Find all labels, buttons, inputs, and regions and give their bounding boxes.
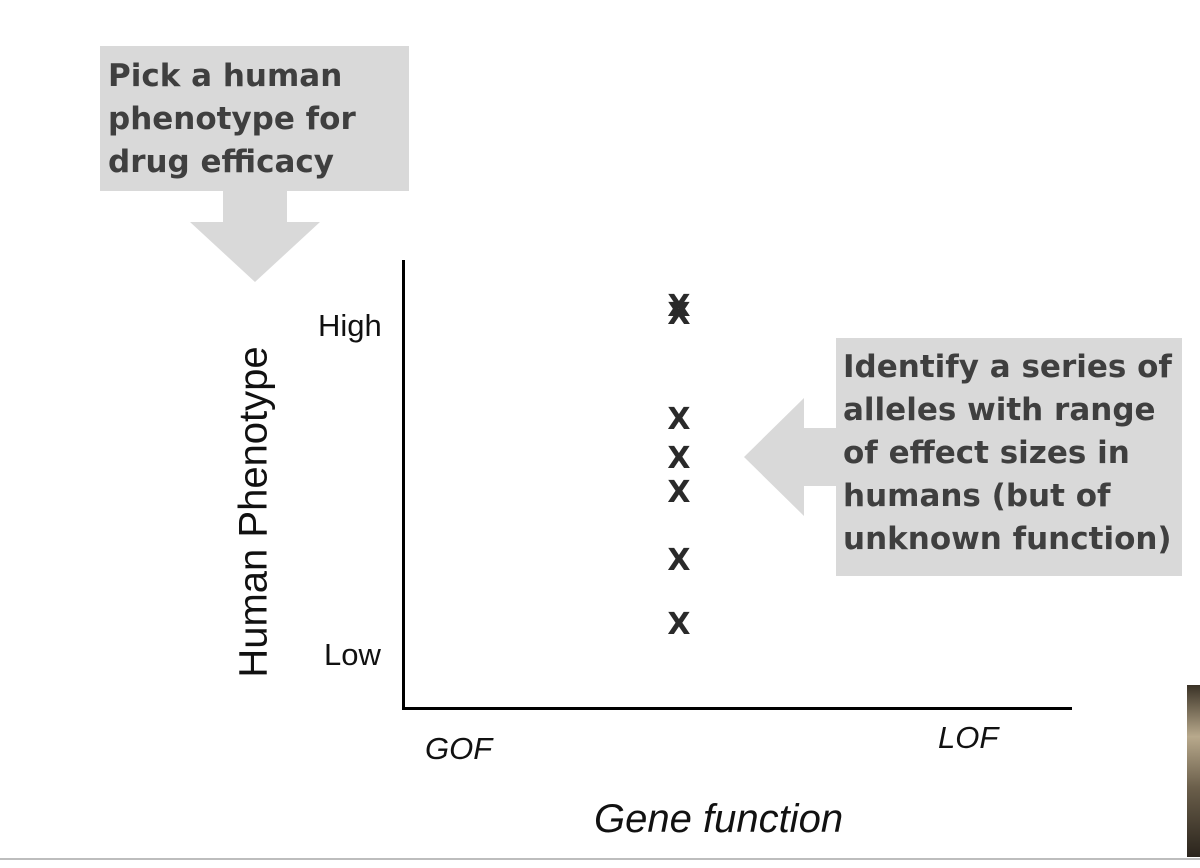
callout-text-line: Pick a human — [108, 58, 343, 94]
x-axis-title: Gene function — [594, 797, 844, 841]
bottom-divider — [0, 858, 1200, 860]
allele-marker: X — [667, 441, 691, 476]
allele-marker: X — [667, 543, 691, 578]
allele-marker: X — [667, 402, 691, 437]
y-tick-low: Low — [324, 637, 381, 672]
allele-marker: X — [667, 297, 691, 332]
callout-text-line: unknown function) — [843, 521, 1172, 557]
edge-photo-strip — [1187, 685, 1200, 857]
down-arrow-icon — [190, 190, 320, 282]
y-axis-title: Human Phenotype — [231, 346, 276, 678]
y-axis-line — [402, 260, 405, 710]
callout-pick-phenotype: Pick a human phenotype for drug efficacy — [100, 46, 409, 191]
left-arrow-icon — [744, 398, 838, 516]
callout-text-line: drug efficacy — [108, 144, 335, 180]
x-tick-gof: GOF — [425, 731, 493, 766]
callout-text-line: of effect sizes in — [843, 435, 1130, 471]
callout-identify-alleles: Identify a series of alleles with range … — [836, 338, 1182, 576]
callout-text-line: phenotype for — [108, 101, 356, 137]
callout-text-line: Identify a series of — [843, 349, 1172, 385]
x-axis-line — [402, 707, 1072, 710]
allele-marker: X — [667, 475, 691, 510]
allele-marker: X — [667, 289, 691, 324]
callout-text-line: alleles with range — [843, 392, 1156, 428]
allele-marker: X — [667, 607, 691, 642]
y-tick-high: High — [318, 308, 382, 343]
callout-text-line: humans (but of — [843, 478, 1111, 514]
x-tick-lof: LOF — [938, 720, 999, 755]
